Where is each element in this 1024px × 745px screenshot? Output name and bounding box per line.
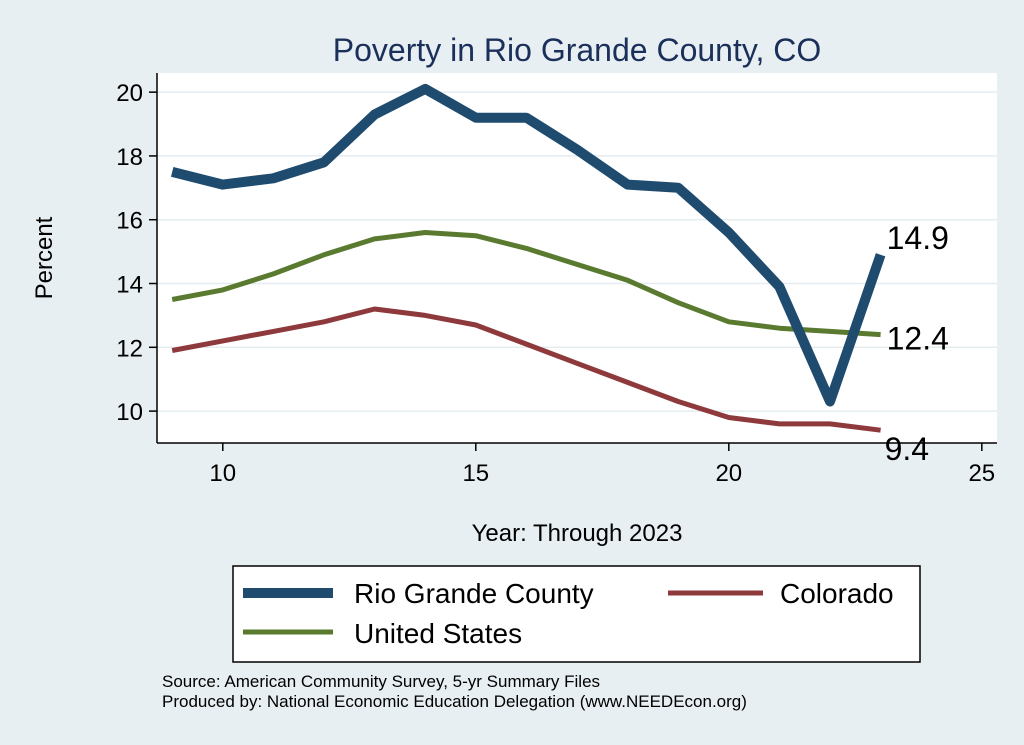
- legend-label: Rio Grande County: [354, 578, 594, 609]
- x-tick-label: 10: [209, 460, 236, 487]
- x-tick-label: 25: [968, 460, 995, 487]
- x-tick-label: 15: [462, 460, 489, 487]
- producer-note: Produced by: National Economic Education…: [162, 692, 747, 711]
- legend: Rio Grande County Colorado United States: [243, 578, 894, 649]
- y-tick-label: 16: [116, 208, 143, 235]
- x-axis-ticks: 10 15 20 25: [209, 443, 995, 487]
- end-label-colorado: 9.4: [885, 431, 929, 467]
- series-line-rio-grande-county: [170, 83, 886, 407]
- series-line-colorado: [171, 306, 881, 433]
- y-tick-label: 14: [116, 272, 143, 299]
- series-line-united-states: [171, 230, 881, 338]
- source-note: Source: American Community Survey, 5-yr …: [162, 672, 601, 691]
- plot-area: [157, 73, 997, 443]
- y-tick-label: 10: [116, 399, 143, 426]
- y-tick-label: 18: [116, 144, 143, 171]
- legend-label: United States: [354, 618, 522, 649]
- gridlines: [157, 91, 997, 412]
- x-axis-label: Year: Through 2023: [472, 520, 683, 547]
- chart-title: Poverty in Rio Grande County, CO: [333, 32, 822, 68]
- y-tick-label: 12: [116, 335, 143, 362]
- y-axis-label: Percent: [31, 216, 58, 299]
- series-lines: [170, 83, 886, 433]
- legend-box: [232, 565, 921, 663]
- x-tick-label: 20: [715, 460, 742, 487]
- end-label-united-states: 12.4: [887, 321, 949, 357]
- legend-label: Colorado: [780, 578, 894, 609]
- end-label-rio-grande-county: 14.9: [887, 220, 949, 256]
- end-labels: 14.9 9.4 12.4: [885, 220, 949, 467]
- y-tick-label: 20: [116, 80, 143, 107]
- y-axis-ticks: 10 12 14 16 18 20: [116, 80, 157, 426]
